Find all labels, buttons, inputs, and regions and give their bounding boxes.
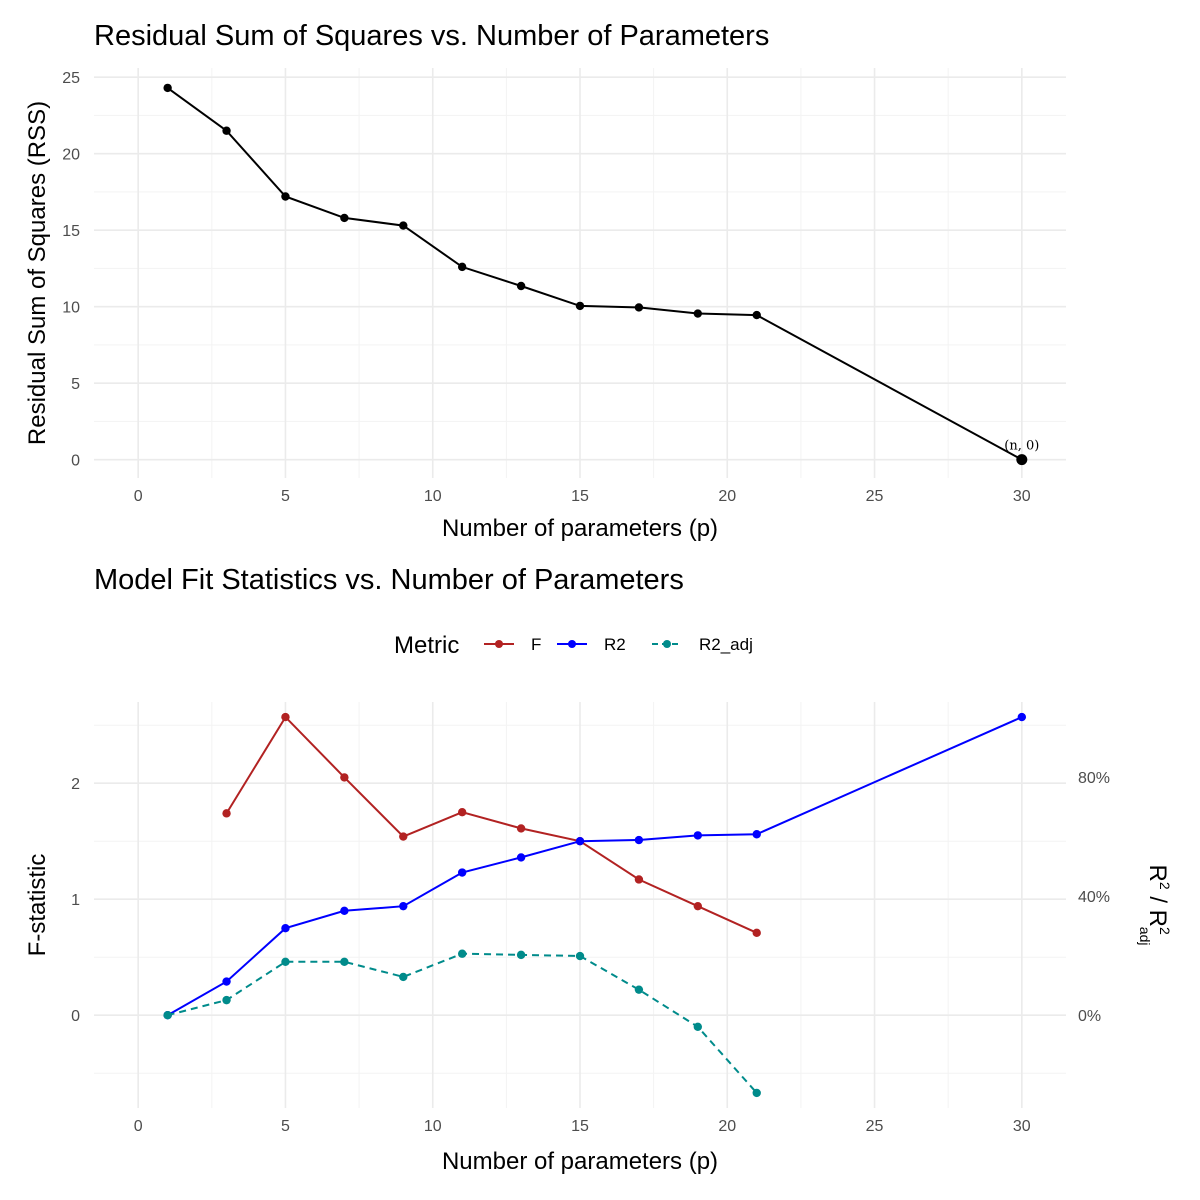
x-tick-label: 10	[424, 1118, 442, 1135]
data-point-r2	[752, 830, 761, 839]
series-line-r2_adj	[167, 952, 758, 1094]
legend-key-point	[495, 640, 503, 648]
data-point-r2	[575, 837, 585, 846]
y-tick-label: 15	[62, 223, 80, 240]
legend-label-r2_adj: R2_adj	[699, 635, 753, 654]
data-point-r2_adj	[693, 1022, 703, 1031]
data-point-f	[516, 824, 526, 833]
data-point-r2	[693, 831, 703, 840]
legend-key-point	[663, 640, 671, 648]
data-point-f	[634, 875, 644, 884]
data-point-rss	[1016, 454, 1028, 466]
data-point-rss	[457, 262, 467, 272]
data-point-f	[752, 928, 761, 938]
data-point-r2	[457, 868, 467, 877]
y2-axis-title-part: 2	[1157, 882, 1173, 890]
data-point-r2_adj	[457, 949, 467, 958]
y2-axis-title: R2 / R2adj	[1137, 865, 1173, 946]
y-tick-label: 1	[71, 892, 80, 909]
x-axis-title: Number of parameters (p)	[442, 515, 718, 542]
data-point-rss	[516, 281, 526, 291]
data-point-rss	[752, 310, 761, 320]
legend-label-f: F	[531, 635, 541, 654]
y2-tick-label: 80%	[1078, 770, 1110, 787]
data-point-r2_adj	[281, 957, 290, 967]
series-line-r2	[167, 716, 1023, 1017]
x-tick-label: 5	[281, 1118, 290, 1135]
x-tick-label: 20	[718, 488, 736, 505]
y2-axis-title-part: adj	[1137, 927, 1153, 946]
data-point-r2	[1017, 712, 1027, 722]
x-tick-label: 25	[866, 1118, 884, 1135]
x-axis-title: Number of parameters (p)	[442, 1148, 718, 1175]
legend-key-point	[568, 640, 576, 648]
x-tick-label: 20	[718, 1118, 736, 1135]
data-point-rss	[340, 213, 349, 223]
x-tick-label: 15	[571, 1118, 589, 1135]
y-tick-label: 0	[71, 1008, 80, 1025]
x-tick-label: 15	[571, 488, 589, 505]
data-point-rss	[634, 303, 644, 312]
data-point-rss	[693, 309, 703, 318]
data-point-r2	[222, 977, 231, 986]
data-point-r2_adj	[222, 995, 231, 1005]
data-point-r2_adj	[399, 972, 408, 982]
legend-title: Metric	[394, 632, 459, 659]
data-point-f	[281, 712, 290, 722]
x-tick-label: 5	[281, 488, 290, 505]
data-point-r2	[281, 924, 290, 933]
series-line-f	[225, 715, 758, 934]
y-tick-label: 20	[62, 147, 80, 164]
data-point-rss	[222, 126, 231, 135]
data-point-r2_adj	[752, 1088, 761, 1098]
x-tick-label: 0	[134, 1118, 143, 1135]
data-point-r2_adj	[634, 985, 644, 994]
data-point-r2_adj	[516, 950, 526, 960]
y-axis-title: F-statistic	[24, 854, 51, 957]
data-point-rss	[281, 192, 290, 201]
y-tick-label: 2	[71, 776, 80, 793]
data-point-r2	[516, 853, 526, 862]
x-tick-label: 30	[1013, 1118, 1031, 1135]
y2-tick-label: 40%	[1078, 889, 1110, 906]
y-tick-label: 0	[71, 453, 80, 470]
x-tick-label: 30	[1013, 488, 1031, 505]
y2-axis-title-part: 2	[1157, 927, 1173, 935]
y2-axis-title-part: R	[1144, 865, 1171, 882]
rss-chart: 0 5 10 15 20 25 30 0 5 10 15 20 25 Number of paramete…	[24, 68, 1066, 542]
point-annotation: (n, 0)	[1004, 439, 1039, 454]
data-point-rss	[163, 83, 172, 93]
legend-label-r2: R2	[604, 635, 626, 654]
data-point-r2_adj	[575, 951, 585, 961]
data-point-rss	[399, 221, 408, 230]
data-point-f	[222, 809, 231, 818]
data-point-r2	[399, 901, 408, 911]
y-tick-label: 25	[62, 70, 80, 87]
series-line-rss	[167, 87, 1023, 461]
y-axis-title: Residual Sum of Squares (RSS)	[24, 101, 51, 445]
x-tick-label: 10	[424, 488, 442, 505]
data-point-r2	[340, 906, 349, 915]
data-point-f	[693, 901, 703, 911]
y-tick-label: 5	[71, 376, 80, 393]
fit-stats-chart-title: Model Fit Statistics vs. Number of Param…	[94, 564, 684, 596]
data-point-r2_adj	[340, 957, 349, 967]
y-tick-label: 10	[62, 300, 80, 317]
rss-chart-title: Residual Sum of Squares vs. Number of Pa…	[94, 20, 770, 52]
data-point-r2_adj	[163, 1011, 172, 1020]
x-tick-label: 25	[866, 488, 884, 505]
data-point-f	[457, 808, 467, 817]
data-point-f	[399, 832, 408, 841]
data-point-r2	[634, 835, 644, 845]
x-tick-label: 0	[134, 488, 143, 505]
y2-axis-title-part: / R	[1144, 890, 1171, 927]
data-point-f	[340, 773, 349, 782]
data-point-rss	[575, 301, 585, 311]
y2-tick-label: 0%	[1078, 1008, 1101, 1025]
